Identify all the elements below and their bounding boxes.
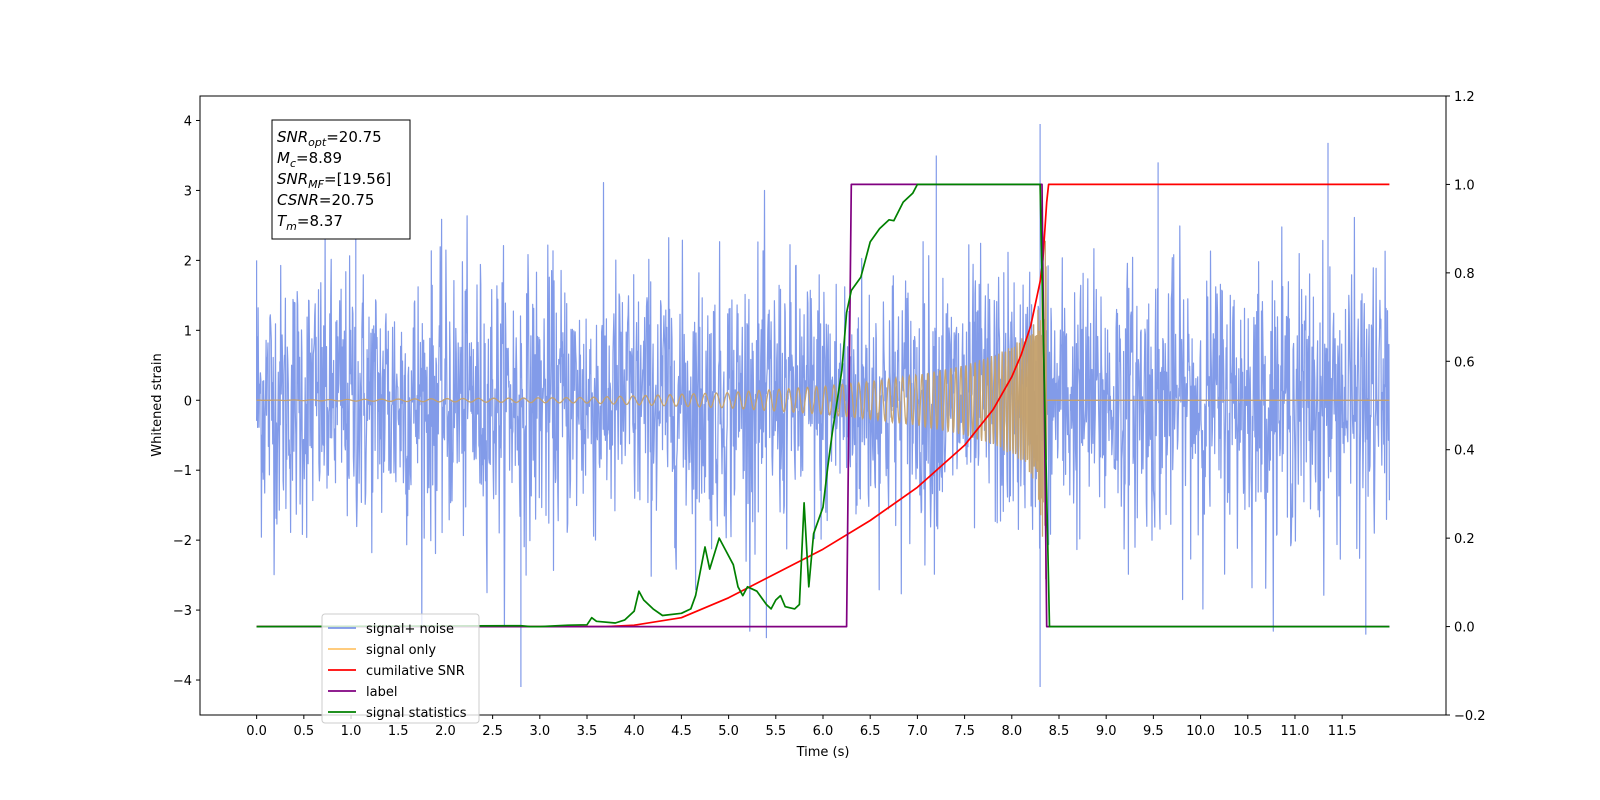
x-tick-label: 7.0 (907, 724, 928, 739)
y-right-tick-label: 0.8 (1454, 267, 1475, 282)
x-tick-label: 5.0 (718, 724, 739, 739)
y-left-tick-label: 3 (184, 184, 192, 199)
x-tick-label: 8.0 (1001, 724, 1022, 739)
annotation-line: CSNR=20.75 (277, 191, 374, 209)
x-tick-label: 9.0 (1096, 724, 1117, 739)
y-left-tick-label: −2 (173, 534, 192, 549)
series-signal-only (256, 240, 1390, 580)
legend-label: label (366, 685, 397, 700)
x-tick-label: 10.5 (1233, 724, 1262, 739)
x-tick-label: 11.0 (1280, 724, 1309, 739)
y-left-tick-label: 1 (184, 324, 192, 339)
y-right-tick-label: 0.6 (1454, 355, 1475, 370)
legend-label: signal statistics (366, 706, 467, 721)
y-left-tick-label: −4 (173, 674, 192, 689)
y-right-tick-label: 0.4 (1454, 444, 1475, 459)
x-tick-label: 8.5 (1049, 724, 1070, 739)
x-tick-label: 0.5 (293, 724, 314, 739)
series-signal-statistics (256, 183, 1390, 628)
legend: signal+ noise signal only cumilative SNR la… (321, 613, 480, 724)
x-tick-label: 10.0 (1186, 724, 1215, 739)
y-left-tick-label: −3 (173, 604, 192, 619)
annotation-line: SNRopt=20.75 (277, 128, 382, 149)
y-left-tick-label: 0 (184, 394, 192, 409)
annotation-line: SNRMF=[19.56] (277, 170, 391, 191)
x-tick-label: 4.5 (671, 724, 692, 739)
x-tick-label: 5.5 (765, 724, 786, 739)
right-series-layer (256, 183, 1390, 628)
y-axis-label: Whitened strain (150, 353, 165, 456)
x-tick-label: 0.0 (246, 724, 267, 739)
y-right-tick-label: 1.0 (1454, 178, 1475, 193)
annotation-line: Mc=8.89 (277, 149, 342, 170)
x-tick-label: 3.5 (577, 724, 598, 739)
y-left-tick-label: −1 (173, 464, 192, 479)
annotation-line: Tm=8.37 (277, 212, 343, 233)
x-tick-label: 11.5 (1328, 724, 1357, 739)
y-left-tick-label: 4 (184, 114, 192, 129)
legend-frame (321, 613, 480, 724)
y-right-tick-label: 0.2 (1454, 532, 1475, 547)
x-tick-label: 4.0 (624, 724, 645, 739)
y-right-tick-label: 0.0 (1454, 621, 1475, 636)
x-tick-label: 3.0 (529, 724, 550, 739)
ticks-layer: 0.0 0.5 1.0 1.5 2.0 2.5 3.0 3.5 4.0 4.5 5.0 5.5 6.0 6… (173, 90, 1486, 739)
annotation-box: SNRopt=20.75Mc=8.89SNRMF=[19.56]CSNR=20.… (271, 119, 411, 240)
legend-label: cumilative SNR (366, 664, 465, 679)
x-tick-label: 9.5 (1143, 724, 1164, 739)
x-tick-label: 6.5 (860, 724, 881, 739)
x-tick-label: 7.5 (954, 724, 975, 739)
legend-label: signal+ noise (366, 622, 454, 637)
x-tick-label: 1.0 (341, 724, 362, 739)
y-left-tick-label: 2 (184, 254, 192, 269)
y-right-tick-label: −0.2 (1454, 709, 1486, 724)
y-right-tick-label: 1.2 (1454, 90, 1475, 105)
legend-label: signal only (366, 643, 436, 658)
signal-layer (256, 240, 1390, 580)
x-axis-label: Time (s) (796, 745, 850, 760)
annotation-frame (271, 119, 411, 240)
series-signal-plus-noise (256, 124, 1390, 687)
noise-layer (256, 124, 1390, 687)
x-tick-label: 6.0 (813, 724, 834, 739)
x-tick-label: 1.5 (388, 724, 409, 739)
x-tick-label: 2.5 (482, 724, 503, 739)
x-tick-label: 2.0 (435, 724, 456, 739)
